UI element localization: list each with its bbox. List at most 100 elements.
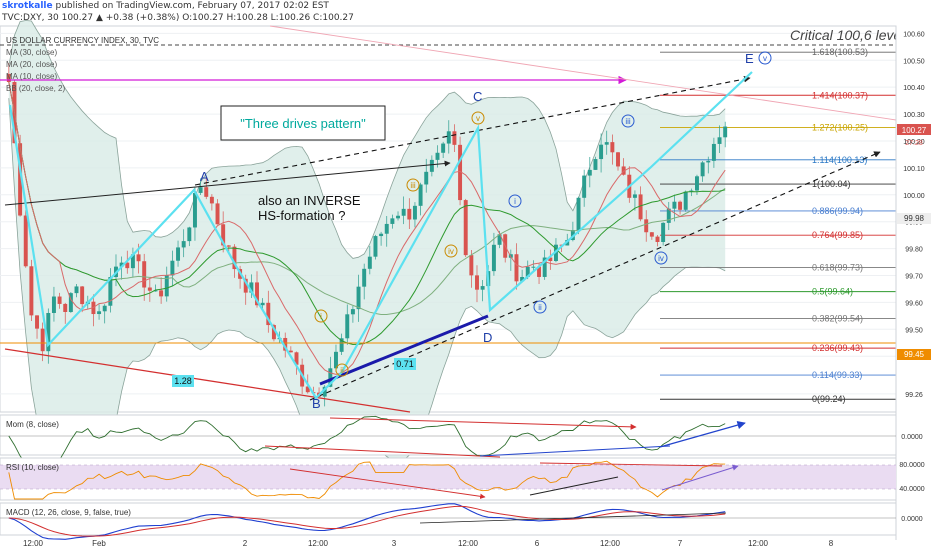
- label-C: C: [473, 89, 482, 104]
- price-tick-13: 99.26: [905, 392, 923, 399]
- candle-body: [401, 208, 406, 216]
- macd-label: MACD (12, 26, close, 9, false, true): [6, 508, 131, 517]
- rsi-tick-80: 80.0000: [899, 462, 924, 469]
- candle-body: [672, 201, 677, 209]
- price-tick-2: 100.40: [903, 85, 925, 92]
- fib-label-6: 0.764(99.85): [812, 230, 863, 240]
- blue-trend-segment[interactable]: [319, 314, 489, 386]
- candle-body: [711, 143, 716, 161]
- candle-body: [57, 296, 62, 304]
- critical-level-text: Critical 100,6 level: [790, 27, 905, 43]
- candle-body: [469, 255, 474, 276]
- time-tick-3: 12:00: [308, 539, 329, 548]
- candle-body: [638, 194, 643, 220]
- horizontal-line-badge: [897, 349, 931, 360]
- candle-body: [373, 236, 378, 257]
- price-axis[interactable]: [896, 26, 932, 550]
- author-name[interactable]: skrotkalle: [2, 1, 53, 11]
- mom-red-trend-2[interactable]: [264, 445, 501, 458]
- candle-body: [424, 171, 429, 185]
- red-support-line[interactable]: [4, 348, 411, 413]
- wave-blue-i: i: [514, 197, 516, 206]
- rsi-red-trend[interactable]: [289, 468, 486, 499]
- candle-body: [147, 287, 152, 291]
- rsi-red-trend-2[interactable]: [539, 462, 723, 467]
- three-drives-box[interactable]: [220, 105, 386, 141]
- ma20-line: [8, 81, 726, 346]
- candle-body: [243, 278, 248, 293]
- rsi-tick-40: 40.0000: [899, 486, 924, 493]
- fib-label-10: 0.236(99.43): [812, 343, 863, 353]
- candle-body: [616, 152, 620, 167]
- candle-body: [170, 260, 175, 276]
- ma30-label: MA (30, close): [6, 48, 57, 57]
- candle-body: [181, 241, 186, 248]
- candle-body: [51, 296, 56, 313]
- candle-body: [40, 328, 45, 352]
- candle-body: [288, 350, 293, 353]
- candle-body: [35, 315, 39, 329]
- black-trendline[interactable]: [4, 160, 451, 206]
- fib-label-11: 0.114(99.33): [812, 370, 862, 380]
- rsi-band: [0, 465, 896, 489]
- ratio-1: 1.28: [174, 376, 192, 386]
- candle-body: [491, 244, 496, 272]
- candle-body: [221, 224, 226, 246]
- mom-red-trend[interactable]: [329, 417, 637, 430]
- candle-body: [458, 144, 463, 201]
- candle-body: [23, 215, 28, 267]
- candle-body: [63, 303, 68, 312]
- macd-line: [8, 503, 726, 540]
- candle-body: [655, 236, 660, 242]
- fib-label-3: 1.114(100.13): [812, 155, 867, 165]
- three-drives-zigzag[interactable]: [8, 71, 753, 400]
- rsi-purple-arrow[interactable]: [661, 464, 739, 491]
- candle-body: [531, 266, 536, 268]
- candle-body: [260, 302, 265, 306]
- candle-body: [266, 302, 271, 326]
- candle-body: [542, 257, 547, 277]
- price-tick-6: 100.00: [903, 193, 925, 200]
- candle-body: [362, 268, 367, 287]
- candle-body: [666, 208, 671, 223]
- candle-body: [119, 262, 124, 267]
- horizontal-line-price: 99.45: [904, 350, 925, 359]
- candle-body: [678, 201, 683, 210]
- mom-blue-arrow[interactable]: [659, 421, 746, 448]
- candle-body: [136, 254, 141, 262]
- candle-body: [463, 200, 468, 256]
- candle-body: [232, 246, 237, 270]
- price-tick-8: 99.80: [905, 247, 923, 254]
- label-B: B: [312, 396, 321, 411]
- rsi-line: [8, 460, 726, 500]
- candle-body: [345, 314, 350, 339]
- publish-header: skrotkalle published on TradingView.com,…: [2, 1, 329, 11]
- candle-body: [176, 247, 181, 261]
- candle-body: [683, 191, 688, 210]
- momentum-line: [8, 415, 726, 477]
- candle-body: [153, 290, 158, 292]
- rsi-black-trend[interactable]: [529, 476, 619, 496]
- pink-trendline[interactable]: [269, 25, 897, 121]
- ma-value: 99.98: [904, 214, 925, 223]
- ma10-line: [8, 81, 726, 375]
- upper-channel-dashed[interactable]: [194, 75, 751, 186]
- candle-body: [328, 368, 333, 387]
- candle-body: [350, 309, 355, 315]
- symbol-title: US DOLLAR CURRENCY INDEX, 30, TVC: [6, 36, 159, 45]
- candle-body: [548, 257, 553, 262]
- macd-pane[interactable]: [0, 502, 897, 536]
- ratio-badge-2: [394, 358, 416, 370]
- candle-body: [497, 234, 502, 245]
- time-axis[interactable]: 12:00 Feb 2 12:00 3 12:00 6 12:00 7 12:00 8: [23, 539, 834, 548]
- candle-body: [249, 282, 254, 293]
- price-tick-10: 99.60: [905, 300, 923, 307]
- candle-body: [18, 143, 23, 216]
- candle-body: [294, 352, 299, 365]
- price-tick-1: 100.50: [903, 58, 925, 65]
- macd-trend[interactable]: [419, 512, 727, 524]
- mom-blue-trend[interactable]: [479, 445, 671, 457]
- time-tick-6: 6: [535, 539, 540, 548]
- candle-body: [356, 286, 361, 310]
